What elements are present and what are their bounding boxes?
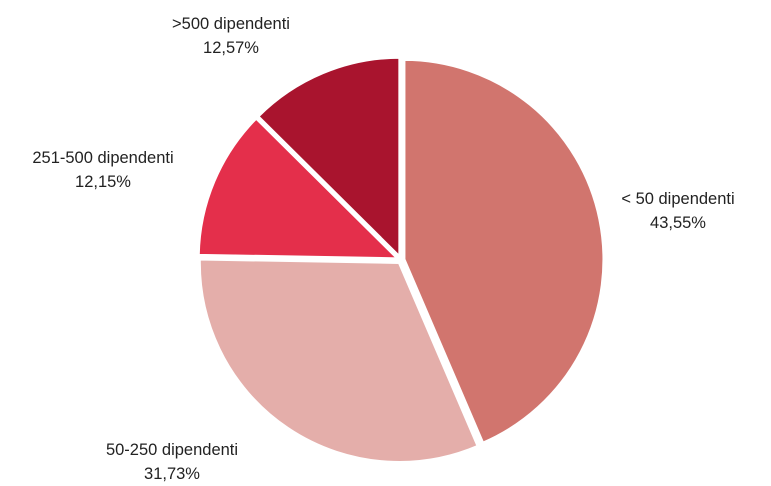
- slice-label-50-250: 50-250 dipendenti: [106, 441, 238, 459]
- slice-value-251-500: 12,15%: [75, 173, 131, 191]
- slice-label-251-500: 251-500 dipendenti: [32, 149, 173, 167]
- slice-label-lt50: < 50 dipendenti: [621, 190, 734, 208]
- slice-value-50-250: 31,73%: [144, 465, 200, 483]
- slice-50-250: [197, 257, 481, 464]
- slice-251-500: [196, 115, 402, 261]
- slice-value-gt500: 12,57%: [203, 39, 259, 57]
- pie-labels: < 50 dipendenti 43,55% 50-250 dipendenti…: [32, 15, 734, 483]
- slice-value-lt50: 43,55%: [650, 214, 706, 232]
- slice-label-gt500: >500 dipendenti: [172, 15, 290, 33]
- pie-slices: [196, 55, 606, 464]
- slice-gt500: [255, 55, 402, 261]
- slice-lt50: [402, 57, 606, 446]
